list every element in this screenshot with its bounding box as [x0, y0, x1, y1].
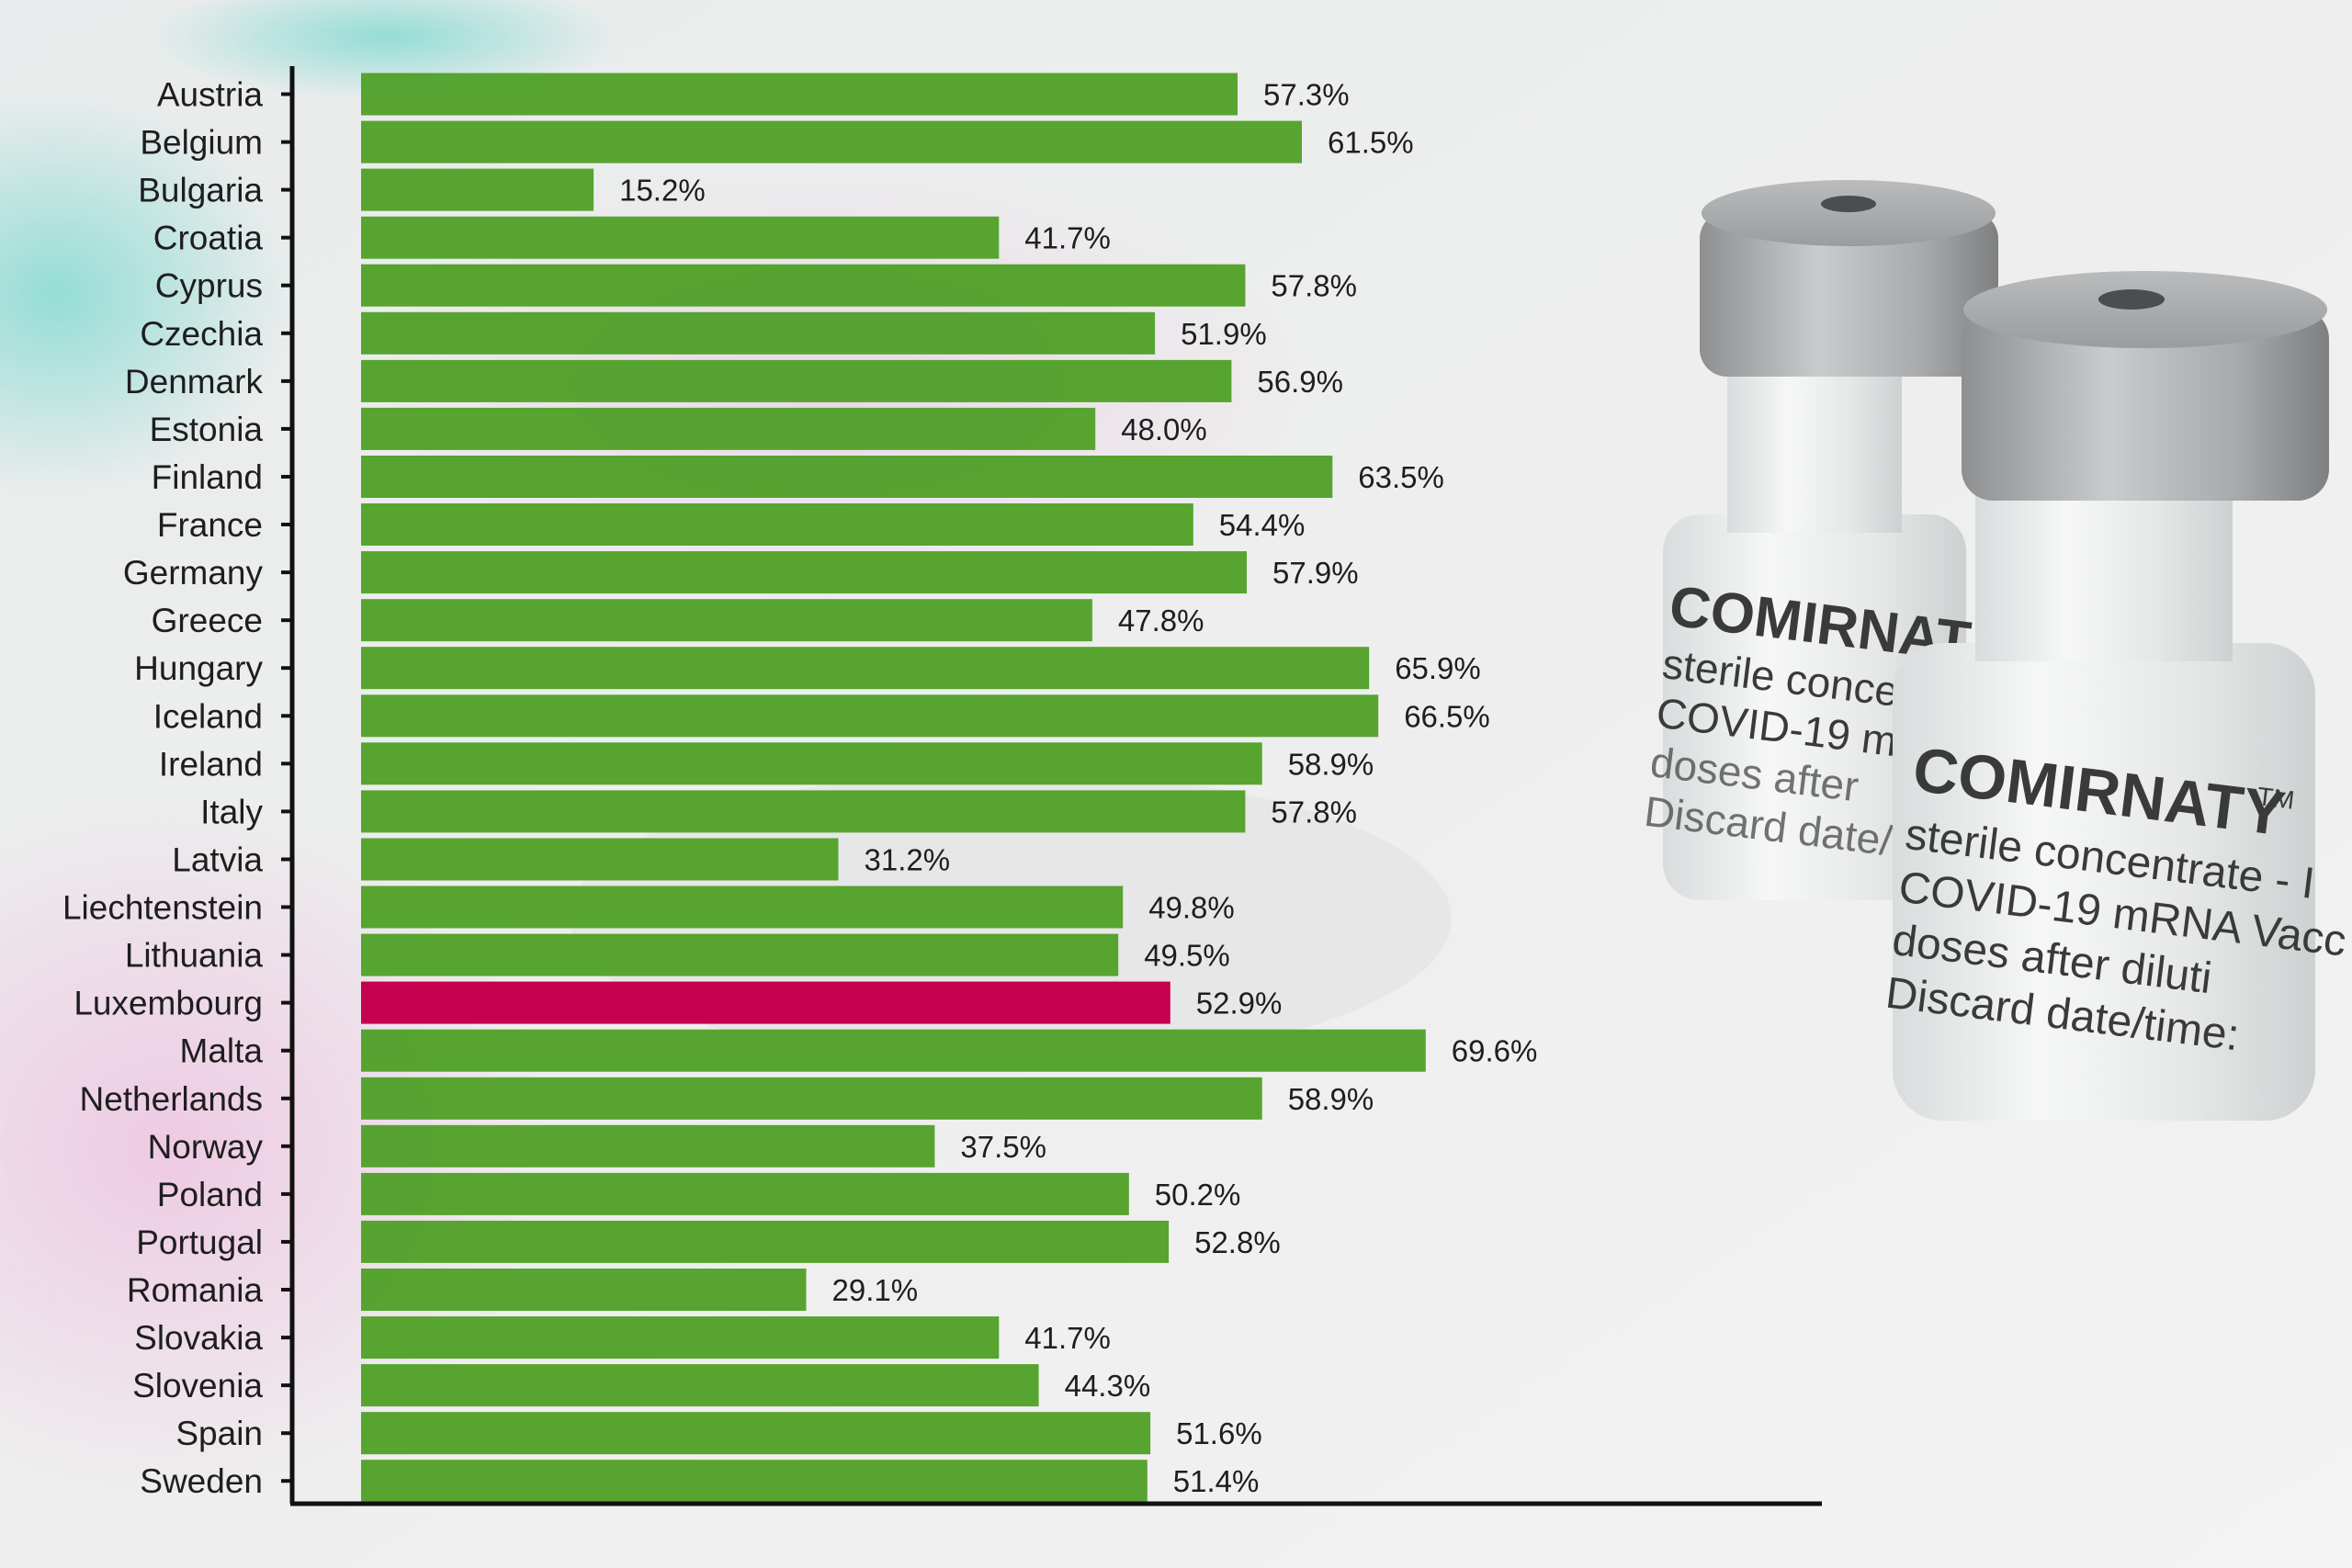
value-label: 37.5%: [960, 1130, 1046, 1164]
bar-slovenia: [361, 1364, 1039, 1407]
bar-sweden: [361, 1460, 1148, 1503]
bar-belgium: [361, 120, 1302, 164]
value-labels-layer: 57.3%61.5%15.2%41.7%57.8%51.9%56.9%48.0%…: [619, 78, 1537, 1499]
value-label: 58.9%: [1288, 747, 1374, 781]
category-label: Poland: [157, 1176, 263, 1213]
category-label: Lithuania: [125, 937, 264, 975]
bar-croatia: [361, 216, 1000, 259]
value-label: 57.3%: [1263, 78, 1350, 112]
category-label: Belgium: [140, 124, 263, 162]
category-label: Romania: [127, 1271, 263, 1309]
category-label: Liechtenstein: [62, 889, 263, 927]
bar-italy: [361, 790, 1246, 833]
value-label: 49.8%: [1148, 891, 1235, 925]
value-label: 51.4%: [1173, 1464, 1260, 1498]
bar-latvia: [361, 838, 839, 881]
value-label: 61.5%: [1328, 126, 1414, 160]
value-label: 29.1%: [832, 1273, 919, 1307]
category-label: Croatia: [153, 220, 264, 257]
value-label: 57.9%: [1272, 556, 1359, 590]
bar-cyprus: [361, 264, 1246, 307]
bar-spain: [361, 1412, 1151, 1455]
category-label: Spain: [175, 1415, 263, 1452]
value-label: 44.3%: [1065, 1369, 1151, 1403]
bar-iceland: [361, 694, 1379, 738]
value-label: 54.4%: [1219, 508, 1306, 542]
bar-netherlands: [361, 1077, 1262, 1120]
value-label: 41.7%: [1024, 221, 1111, 255]
category-label: Greece: [152, 602, 263, 639]
vial-back: COMIRNAT sterile concen COVID-19 mRN dos…: [1642, 180, 1998, 900]
value-label: 49.5%: [1144, 939, 1230, 973]
bar-france: [361, 503, 1193, 546]
category-label: Hungary: [134, 649, 263, 687]
category-label: Slovenia: [132, 1367, 263, 1404]
category-label: Italy: [200, 793, 263, 830]
category-label: Cyprus: [155, 267, 263, 305]
bar-portugal: [361, 1220, 1170, 1263]
bar-hungary: [361, 647, 1370, 690]
value-label: 48.0%: [1121, 412, 1207, 446]
value-label: 51.9%: [1181, 317, 1267, 351]
bar-estonia: [361, 407, 1096, 450]
value-label: 58.9%: [1288, 1082, 1374, 1116]
value-label: 57.8%: [1271, 269, 1357, 303]
value-label: 51.6%: [1176, 1416, 1262, 1450]
category-label: Netherlands: [79, 1080, 263, 1118]
category-labels-layer: Austria Belgium Bulgaria Croatia Cyprus Czech…: [62, 76, 264, 1501]
value-label: 31.2%: [865, 843, 951, 877]
value-label: 65.9%: [1395, 651, 1481, 685]
value-label: 15.2%: [619, 174, 706, 208]
category-label: Malta: [180, 1032, 264, 1070]
value-label: 47.8%: [1118, 604, 1204, 637]
value-label: 52.8%: [1194, 1225, 1281, 1259]
bar-malta: [361, 1029, 1426, 1072]
bar-austria: [361, 73, 1238, 116]
vial-front-trademark: TM: [2256, 782, 2296, 815]
category-label: Estonia: [150, 411, 264, 448]
value-label: 50.2%: [1155, 1178, 1241, 1212]
bar-liechtenstein: [361, 886, 1124, 929]
category-label: Sweden: [140, 1462, 263, 1500]
category-label: Latvia: [172, 841, 263, 879]
bar-greece: [361, 599, 1092, 642]
bar-poland: [361, 1172, 1129, 1215]
category-label: Bulgaria: [138, 172, 263, 209]
category-label: Norway: [148, 1128, 264, 1166]
category-label: France: [157, 506, 263, 544]
category-label: Germany: [123, 554, 264, 592]
bar-czechia: [361, 311, 1156, 355]
category-label: Czechia: [140, 315, 263, 353]
category-label: Finland: [152, 458, 263, 496]
value-label: 63.5%: [1358, 460, 1444, 494]
bar-lithuania: [361, 933, 1119, 976]
value-label: 56.9%: [1257, 365, 1343, 399]
category-label: Denmark: [125, 363, 264, 400]
value-label: 41.7%: [1024, 1321, 1111, 1355]
bar-norway: [361, 1124, 935, 1168]
category-label: Luxembourg: [74, 985, 263, 1022]
value-label: 69.6%: [1452, 1034, 1538, 1068]
bar-denmark: [361, 359, 1232, 402]
value-label: 57.8%: [1271, 795, 1357, 829]
vial-front: COMIRNATY TM sterile concentrate - I COV…: [1883, 271, 2348, 1121]
value-label: 66.5%: [1404, 699, 1490, 733]
category-label: Portugal: [136, 1224, 263, 1261]
bar-bulgaria: [361, 168, 594, 211]
category-label: Ireland: [159, 745, 263, 783]
category-label: Austria: [157, 76, 264, 114]
bar-finland: [361, 456, 1333, 498]
bar-luxembourg: [361, 981, 1170, 1024]
category-label: Iceland: [153, 697, 263, 735]
bar-slovakia: [361, 1316, 1000, 1359]
bars-layer: [361, 73, 1426, 1503]
category-label: Slovakia: [134, 1319, 263, 1357]
bar-germany: [361, 551, 1247, 594]
value-label: 52.9%: [1196, 987, 1283, 1021]
bar-romania: [361, 1269, 807, 1311]
bar-ireland: [361, 742, 1262, 785]
